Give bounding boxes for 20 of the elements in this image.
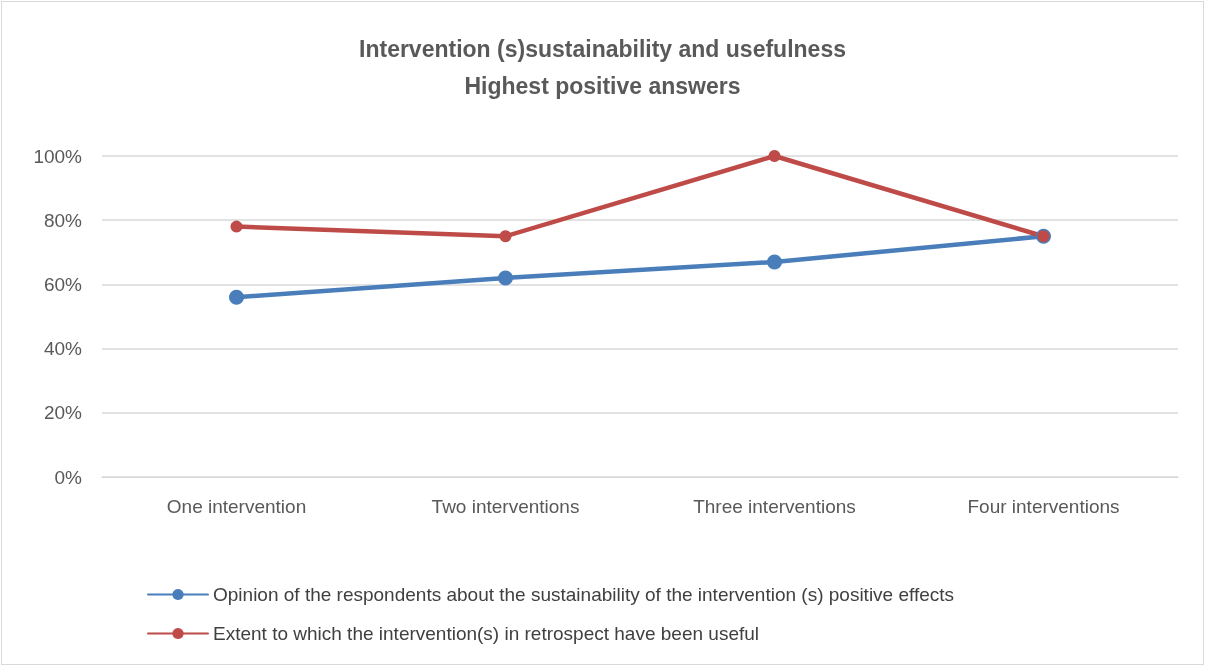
point bbox=[767, 254, 782, 270]
point bbox=[229, 289, 244, 305]
point bbox=[230, 220, 243, 233]
y-tick-label: 40% bbox=[43, 338, 83, 360]
point bbox=[768, 150, 781, 162]
chart-title: Intervention (s)sustainability and usefulness bbox=[359, 35, 846, 62]
y-tick-label: 60% bbox=[43, 273, 83, 295]
x-tick-label: Two interventions bbox=[431, 496, 580, 517]
x-tick-label: One intervention bbox=[166, 496, 307, 517]
legend-label: Opinion of the respondents about the sustainability of the intervention (s) positive effects bbox=[213, 584, 955, 605]
legend-label: Extent to which the intervention(s) in retrospect have been useful bbox=[213, 623, 760, 644]
y-tick-label: 100% bbox=[33, 145, 83, 167]
y-tick-label: 80% bbox=[43, 209, 83, 231]
y-tick-label: 20% bbox=[43, 402, 83, 424]
x-tick-label: Three interventions bbox=[693, 496, 856, 517]
x-tick-label: Four interventions bbox=[967, 496, 1120, 517]
chart-subtitle: Highest positive answers bbox=[464, 72, 741, 99]
point bbox=[499, 230, 512, 243]
point bbox=[498, 270, 513, 286]
y-tick-label: 0% bbox=[54, 466, 83, 488]
